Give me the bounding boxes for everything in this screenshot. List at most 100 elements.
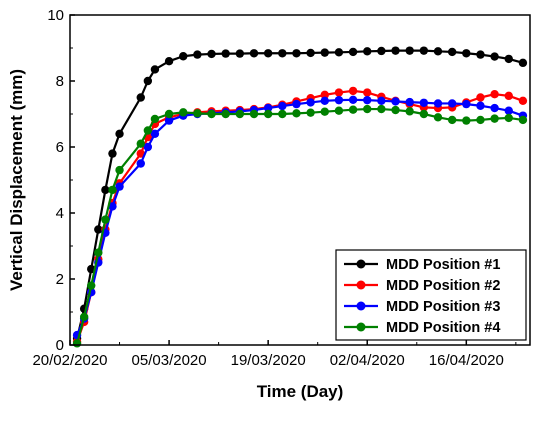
data-point	[278, 49, 287, 58]
data-point	[94, 225, 103, 234]
legend-item: MDD Position #4	[344, 320, 500, 336]
legend-item: MDD Position #1	[344, 257, 500, 273]
legend-marker	[356, 322, 366, 332]
data-point	[150, 114, 160, 124]
data-point	[433, 47, 443, 56]
y-tick-label: 0	[56, 337, 64, 354]
data-point	[87, 281, 96, 290]
data-point	[292, 49, 301, 58]
data-point	[348, 86, 358, 96]
data-point	[306, 48, 315, 58]
data-point	[320, 90, 329, 100]
data-point	[143, 142, 153, 152]
y-axis-title: Vertical Displacement (mm)	[7, 69, 26, 291]
data-point	[462, 116, 471, 125]
legend-item: MDD Position #2	[344, 278, 500, 294]
data-point	[306, 108, 315, 117]
data-point	[263, 103, 273, 113]
data-point	[179, 108, 188, 117]
data-point	[405, 107, 414, 116]
data-point	[504, 54, 513, 64]
legend-marker	[356, 280, 366, 290]
legend-label: MDD Position #1	[386, 257, 500, 273]
data-point	[136, 149, 145, 158]
y-tick-label: 10	[47, 7, 64, 24]
legend-marker	[356, 259, 366, 269]
data-point	[221, 109, 230, 119]
data-point	[101, 185, 110, 195]
data-point	[447, 115, 457, 125]
x-axis: 20/02/2020 05/03/2020 19/03/2020 02/04/2020…	[32, 340, 517, 369]
data-point	[447, 47, 457, 57]
data-point	[278, 101, 287, 111]
data-point	[136, 93, 145, 102]
data-point	[433, 113, 443, 122]
data-point	[193, 109, 202, 118]
data-point	[72, 339, 82, 348]
y-tick-label: 4	[56, 205, 64, 222]
data-point	[504, 106, 513, 115]
data-point	[377, 104, 386, 114]
data-point	[391, 105, 400, 115]
y-tick-label: 2	[56, 271, 64, 288]
legend-marker	[356, 301, 366, 311]
data-point	[476, 50, 485, 59]
legend-label: MDD Position #4	[386, 320, 500, 336]
data-point	[419, 98, 429, 107]
data-point	[518, 58, 528, 68]
data-point	[405, 97, 414, 107]
data-point	[115, 182, 124, 191]
data-point	[164, 116, 174, 125]
data-point	[320, 48, 329, 57]
data-point	[433, 99, 443, 108]
data-point	[504, 113, 513, 123]
data-point	[377, 46, 386, 56]
x-tick-label: 16/04/2020	[429, 352, 504, 369]
data-point	[518, 115, 528, 125]
data-point	[193, 50, 202, 59]
data-point	[348, 47, 358, 57]
data-point	[94, 248, 103, 257]
data-point	[306, 98, 315, 107]
data-point	[207, 109, 216, 119]
data-point	[363, 104, 372, 114]
data-point	[179, 52, 188, 61]
data-point	[235, 109, 245, 119]
data-point	[363, 47, 372, 56]
data-point	[490, 90, 499, 99]
legend-item: MDD Position #3	[344, 299, 500, 315]
data-point	[462, 49, 471, 58]
data-point	[115, 129, 124, 138]
x-tick-label: 20/02/2020	[32, 352, 107, 369]
data-point	[363, 95, 372, 105]
data-point	[334, 48, 344, 57]
data-point	[518, 96, 528, 106]
data-point	[150, 65, 160, 74]
data-point	[419, 109, 429, 119]
data-point	[143, 126, 153, 135]
y-tick-label: 8	[56, 73, 64, 90]
y-axis: 0 2 4 6 8 10	[47, 7, 75, 354]
data-point	[419, 46, 429, 55]
data-point	[292, 109, 301, 118]
data-point	[263, 49, 273, 58]
data-point	[249, 109, 259, 119]
data-point	[108, 202, 117, 211]
data-point	[490, 103, 499, 113]
data-point	[108, 185, 117, 195]
y-tick-label: 6	[56, 139, 64, 156]
legend-label: MDD Position #2	[386, 278, 500, 294]
x-tick-label: 05/03/2020	[132, 352, 207, 369]
data-point	[476, 101, 485, 110]
data-point	[405, 46, 414, 55]
data-point	[504, 91, 513, 101]
data-point	[334, 88, 344, 97]
data-point	[348, 95, 358, 105]
data-point	[207, 49, 216, 59]
data-point	[377, 96, 386, 106]
data-point	[221, 49, 230, 58]
data-point	[143, 76, 153, 86]
